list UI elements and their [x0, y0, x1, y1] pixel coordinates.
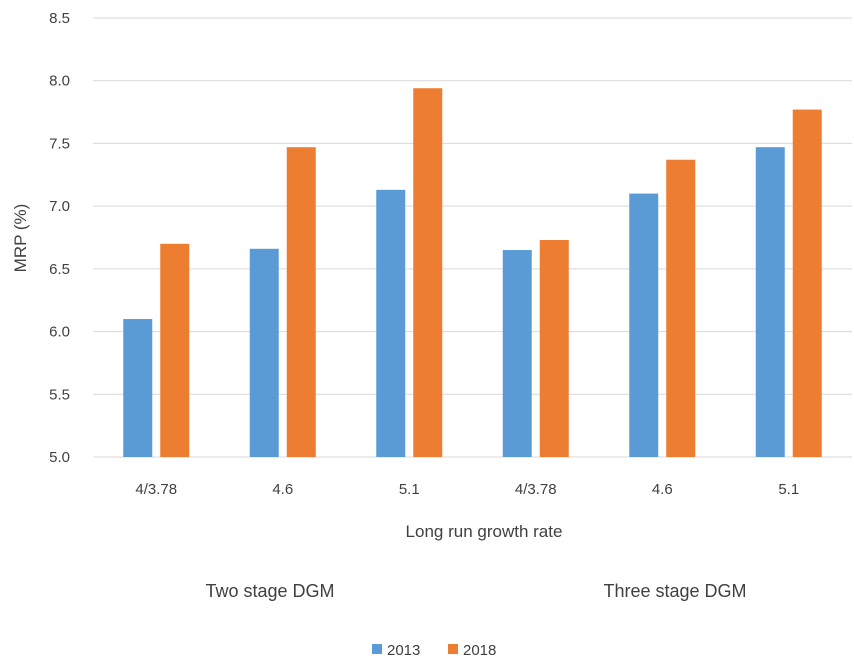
legend-label-2013: 2013: [387, 642, 420, 659]
x-tick-label: 4.6: [272, 481, 293, 498]
bar-2013-1: [123, 319, 153, 457]
bar-2018-5: [666, 159, 696, 457]
y-tick-label: 7.5: [49, 135, 70, 152]
bar-2013-3: [376, 189, 406, 457]
bar-2018-4: [539, 240, 569, 457]
y-tick-label: 7.0: [49, 198, 70, 215]
y-tick-label: 5.5: [49, 386, 70, 403]
bar-2013-5: [629, 193, 659, 457]
bar-2018-1: [160, 243, 190, 457]
x-tick-labels: 4/3.78 4.6 5.1 4/3.78 4.6 5.1: [135, 481, 799, 498]
group-label-two-stage: Two stage DGM: [205, 581, 334, 601]
group-label-three-stage: Three stage DGM: [603, 581, 746, 601]
x-tick-label: 4/3.78: [135, 481, 177, 498]
y-axis-title: MRP (%): [11, 204, 30, 273]
y-tick-label: 6.0: [49, 324, 70, 341]
bars: [123, 88, 822, 458]
x-tick-label: 5.1: [399, 481, 420, 498]
bar-2018-2: [286, 147, 316, 458]
legend: 2013 2018: [372, 642, 496, 659]
y-tick-label: 8.5: [49, 10, 70, 27]
bar-2018-6: [792, 109, 822, 457]
legend-label-2018: 2018: [463, 642, 496, 659]
y-tick-labels: 5.0 5.5 6.0 6.5 7.0 7.5 8.0 8.5: [49, 10, 70, 466]
legend-swatch-2018: [448, 644, 458, 654]
legend-swatch-2013: [372, 644, 382, 654]
bar-2018-3: [413, 88, 443, 458]
bar-2013-4: [502, 250, 532, 457]
y-tick-label: 5.0: [49, 449, 70, 466]
x-tick-label: 4/3.78: [515, 481, 557, 498]
gridlines: [93, 17, 852, 458]
bar-2013-6: [755, 147, 785, 458]
y-tick-label: 8.0: [49, 73, 70, 90]
bar-2013-2: [249, 248, 279, 457]
x-tick-label: 4.6: [652, 481, 673, 498]
x-tick-label: 5.1: [778, 481, 799, 498]
y-tick-label: 6.5: [49, 261, 70, 278]
x-axis-title: Long run growth rate: [406, 522, 563, 541]
